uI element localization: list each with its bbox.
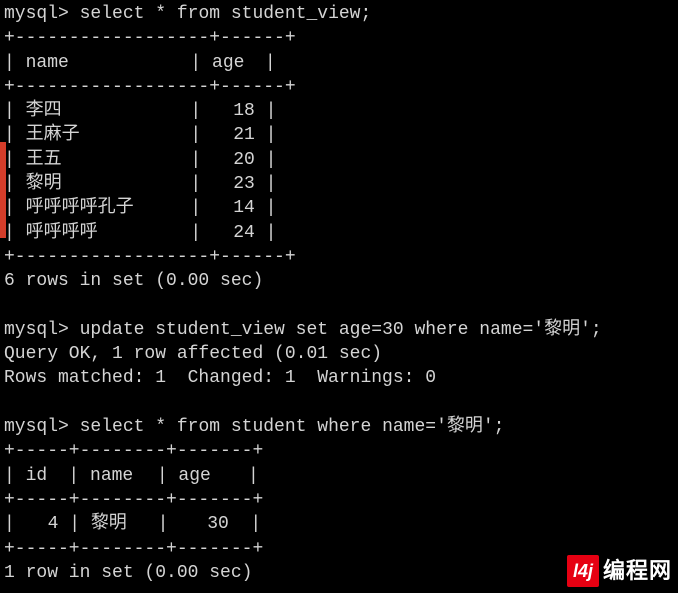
query-line-3: mysql> select * from student where name=… xyxy=(4,415,674,439)
cell-name: 黎明 xyxy=(91,512,147,536)
cell-name: 呼呼呼呼 xyxy=(26,221,180,245)
cell-age: 24 xyxy=(223,221,255,245)
result-summary: 6 rows in set (0.00 sec) xyxy=(4,269,674,293)
decoration-strip xyxy=(0,142,6,166)
col-age-header: age xyxy=(178,464,226,488)
cell-age: 18 xyxy=(223,99,255,123)
table-row: | 黎明 | 23 | xyxy=(4,172,674,196)
col-name-header: name xyxy=(90,464,146,488)
cell-age: 30 xyxy=(201,512,229,536)
rows-matched-line: Rows matched: 1 Changed: 1 Warnings: 0 xyxy=(4,366,674,390)
cell-age: 14 xyxy=(223,196,255,220)
table-row: | 4 | 黎明 | 30 | xyxy=(4,512,674,536)
cell-name: 黎明 xyxy=(26,172,180,196)
watermark: l4j 编程网 xyxy=(567,555,672,587)
decoration-strip xyxy=(0,190,6,214)
col-id-header: id xyxy=(26,464,58,488)
table-row: | 王五 | 20 | xyxy=(4,148,674,172)
cell-name: 王五 xyxy=(26,148,180,172)
table-border: +------------------+------+ xyxy=(4,75,674,99)
sql-statement: select * from student_view; xyxy=(80,4,372,24)
blank-line xyxy=(4,391,674,415)
mysql-prompt: mysql> xyxy=(4,417,69,437)
cell-name: 王麻子 xyxy=(26,123,180,147)
table-row: | 呼呼呼呼 | 24 | xyxy=(4,221,674,245)
cell-id: 4 xyxy=(36,512,58,536)
table-border: +------------------+------+ xyxy=(4,26,674,50)
mysql-terminal: mysql> select * from student_view; +----… xyxy=(0,0,678,587)
table-row: | 王麻子 | 21 | xyxy=(4,123,674,147)
mysql-prompt: mysql> xyxy=(4,4,69,24)
query-line-1: mysql> select * from student_view; xyxy=(4,2,674,26)
cell-age: 23 xyxy=(223,172,255,196)
decoration-strip xyxy=(0,166,6,190)
cell-age: 20 xyxy=(223,148,255,172)
table-border: +------------------+------+ xyxy=(4,245,674,269)
table-border: +-----+--------+-------+ xyxy=(4,439,674,463)
col-name-header: name xyxy=(26,51,180,75)
sql-statement: update student_view set age=30 where nam… xyxy=(80,320,602,340)
table-row: | 李四 | 18 | xyxy=(4,99,674,123)
table-header-row: | name | age | xyxy=(4,51,674,75)
cell-age: 21 xyxy=(223,123,255,147)
table-row: | 呼呼呼呼孔子 | 14 | xyxy=(4,196,674,220)
table-header-row: | id | name | age | xyxy=(4,464,674,488)
col-age-header: age xyxy=(212,51,254,75)
mysql-prompt: mysql> xyxy=(4,320,69,340)
watermark-icon: l4j xyxy=(567,555,599,587)
sql-statement: select * from student where name='黎明'; xyxy=(80,417,505,437)
blank-line xyxy=(4,294,674,318)
watermark-label: 编程网 xyxy=(603,556,672,586)
query-ok-line: Query OK, 1 row affected (0.01 sec) xyxy=(4,342,674,366)
query-line-2: mysql> update student_view set age=30 wh… xyxy=(4,318,674,342)
cell-name: 李四 xyxy=(26,99,180,123)
decoration-strip xyxy=(0,214,6,238)
table-border: +-----+--------+-------+ xyxy=(4,488,674,512)
cell-name: 呼呼呼呼孔子 xyxy=(26,196,180,220)
